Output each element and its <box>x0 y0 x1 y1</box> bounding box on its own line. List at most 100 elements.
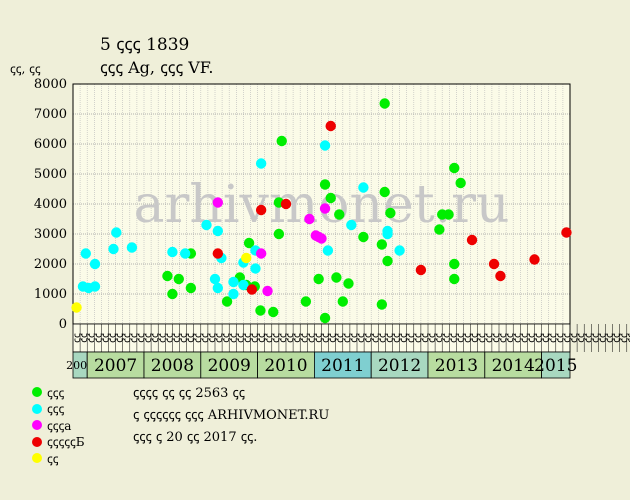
data-point <box>238 279 249 291</box>
data-point <box>255 158 267 169</box>
month-tick-label: ꞔꞔ <box>477 333 488 343</box>
data-point <box>300 296 312 307</box>
data-point <box>71 302 82 313</box>
data-point <box>111 227 122 238</box>
data-point <box>273 228 285 240</box>
month-tick-label: ꞔꞔ <box>455 333 466 343</box>
month-tick-label: ꞔꞔ <box>626 333 630 343</box>
data-point <box>243 237 255 249</box>
legend-item: ꞔꞔꞔꞔꞔБ <box>32 434 85 451</box>
note-date: ꞔꞔꞔ ꞔ 20 ꞔꞔ 2017 ꞔꞔ. <box>133 430 258 445</box>
data-point <box>358 182 369 193</box>
month-tick-label: ꞔꞔ <box>157 333 168 343</box>
year-label: 2012 <box>378 356 421 376</box>
month-tick-label: ꞔꞔ <box>491 333 502 343</box>
month-tick-label: ꞔꞔ <box>413 333 424 343</box>
year-band <box>200 351 259 379</box>
data-point <box>212 197 224 208</box>
month-tick-label: ꞔꞔ <box>370 333 381 343</box>
month-tick-label: ꞔꞔ <box>590 333 601 343</box>
data-point <box>382 225 393 237</box>
legend-swatch <box>32 403 42 414</box>
y-tick-label: 3000 <box>34 227 67 242</box>
month-tick-label: ꞔꞔ <box>164 333 175 343</box>
legend-label: ꞔꞔꞔ <box>47 402 65 417</box>
month-tick-label: ꞔꞔ <box>86 333 97 343</box>
month-tick-label: ꞔꞔ <box>221 333 232 343</box>
data-point <box>449 273 460 285</box>
data-point <box>89 281 101 292</box>
month-tick-label: ꞔꞔ <box>434 333 445 343</box>
month-tick-label: ꞔꞔ <box>257 333 268 343</box>
data-point <box>346 219 357 231</box>
month-tick-label: ꞔꞔ <box>100 333 111 343</box>
month-tick-label: ꞔꞔ <box>171 333 182 343</box>
chart-title: 5 ꞔꞔꞔ 1839 <box>100 35 190 55</box>
month-tick-label: ꞔꞔ <box>605 333 616 343</box>
legend-swatch <box>32 453 42 464</box>
month-tick-label: ꞔꞔ <box>122 333 133 343</box>
year-band <box>86 351 145 379</box>
month-tick-label: ꞔꞔ <box>335 333 346 343</box>
month-tick-label: ꞔꞔ <box>313 333 324 343</box>
legend-label: ꞔꞔꞔ <box>47 385 65 400</box>
year-band <box>484 351 542 379</box>
data-point <box>325 192 336 204</box>
data-point <box>221 296 233 307</box>
data-point <box>255 248 267 259</box>
data-point <box>316 233 327 244</box>
data-point <box>449 162 460 174</box>
month-tick-label: ꞔꞔ <box>278 333 289 343</box>
data-point <box>201 219 212 231</box>
y-tick-label: 8000 <box>34 77 67 92</box>
data-point <box>276 135 287 147</box>
data-point <box>337 296 348 307</box>
month-tick-label: ꞔꞔ <box>392 333 403 343</box>
data-point <box>322 245 334 256</box>
chart-subtitle: ꞔꞔꞔ Ag, ꞔꞔꞔ VF. <box>100 58 214 77</box>
legend-label: ꞔꞔ <box>47 451 59 466</box>
y-axis-label: ꞔꞔ, ꞔꞔ <box>10 62 41 76</box>
data-point <box>319 312 331 324</box>
month-tick-label: ꞔꞔ <box>299 333 310 343</box>
month-tick-label: ꞔꞔ <box>427 333 438 343</box>
month-tick-label: ꞔꞔ <box>235 333 246 343</box>
month-tick-label: ꞔꞔ <box>384 333 395 343</box>
data-point <box>455 177 466 189</box>
month-tick-label: ꞔꞔ <box>406 333 417 343</box>
month-tick-label: ꞔꞔ <box>541 333 552 343</box>
month-tick-label: ꞔꞔ <box>399 333 410 343</box>
data-point <box>379 98 390 109</box>
month-tick-label: ꞔꞔ <box>562 333 573 343</box>
month-tick-label: ꞔꞔ <box>555 333 566 343</box>
month-tick-label: ꞔꞔ <box>576 333 587 343</box>
legend-label: ꞔꞔꞔa <box>47 418 72 433</box>
month-tick-label: ꞔꞔ <box>306 333 317 343</box>
data-point <box>185 282 197 294</box>
month-tick-label: ꞔꞔ <box>342 333 353 343</box>
year-label: 2011 <box>321 356 364 376</box>
data-point <box>434 224 445 235</box>
legend-swatch <box>32 420 42 431</box>
legend-label: ꞔꞔꞔꞔꞔБ <box>47 435 85 450</box>
data-point <box>246 284 258 295</box>
month-tick-label: ꞔꞔ <box>321 333 332 343</box>
month-tick-label: ꞔꞔ <box>356 333 367 343</box>
data-point <box>228 288 239 300</box>
month-tick-label: ꞔꞔ <box>597 333 608 343</box>
year-label: 2009 <box>208 356 251 376</box>
legend-item: ꞔꞔ <box>32 450 85 467</box>
data-point <box>325 120 336 132</box>
month-tick-label: ꞔꞔ <box>228 333 239 343</box>
month-tick-label: ꞔꞔ <box>150 333 161 343</box>
legend: ꞔꞔꞔ ꞔꞔꞔ ꞔꞔꞔa ꞔꞔꞔꞔꞔБ ꞔꞔ <box>32 384 85 467</box>
data-point <box>319 140 331 151</box>
data-point <box>313 273 324 285</box>
month-tick-label: ꞔꞔ <box>93 333 104 343</box>
year-band <box>370 351 429 379</box>
month-tick-label: ꞔꞔ <box>285 333 296 343</box>
year-band <box>427 351 486 379</box>
data-point <box>255 204 267 216</box>
legend-swatch <box>32 436 42 447</box>
